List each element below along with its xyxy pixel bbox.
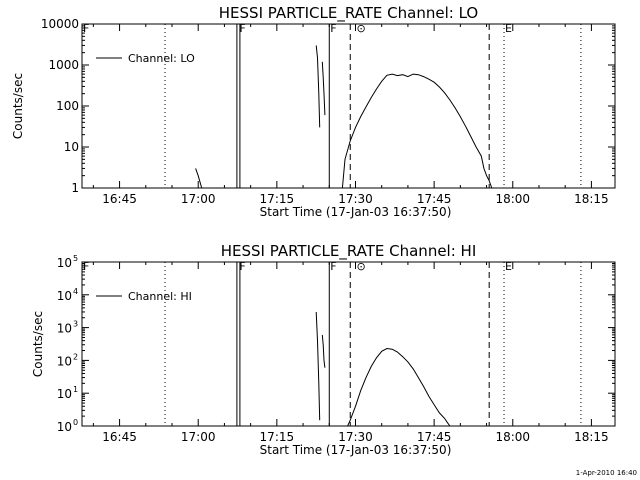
x-tick-label: 18:00 [495, 192, 530, 206]
marker-label: E [505, 22, 512, 35]
legend-label: Channel: LO [128, 52, 195, 65]
x-tick-label: 17:15 [260, 430, 295, 444]
x-tick-label: 18:15 [574, 430, 609, 444]
y-tick-exponent: 0 [73, 418, 78, 427]
y-axis-label: Counts/sec [11, 73, 25, 139]
x-tick-label: 17:15 [260, 192, 295, 206]
x-axis-label: Start Time (17-Jan-03 16:37:50) [260, 205, 452, 219]
marker-label: F [239, 22, 245, 35]
x-axis-label: Start Time (17-Jan-03 16:37:50) [260, 443, 452, 457]
plot-timestamp: 1-Apr-2010 16:40 [576, 469, 637, 477]
x-tick-label: 17:45 [417, 430, 452, 444]
series-line [341, 73, 493, 189]
y-tick-label: 10 [57, 387, 72, 401]
y-tick-label: 10 [57, 322, 72, 336]
y-tick-label: 10 [57, 256, 72, 270]
series-line [315, 311, 321, 421]
marker-label: F [83, 260, 89, 273]
y-tick-label: 1000 [48, 58, 79, 72]
series-line [321, 334, 326, 368]
y-tick-exponent: 4 [73, 287, 78, 296]
x-tick-label: 17:45 [417, 192, 452, 206]
chart-title: HESSI PARTICLE_RATE Channel: HI [221, 242, 477, 261]
x-tick-label: 16:45 [102, 192, 137, 206]
x-tick-label: 18:15 [574, 192, 609, 206]
marker-label: F [330, 22, 336, 35]
panel-lo: HESSI PARTICLE_RATE Channel: LO 16:45 17:0… [11, 4, 616, 219]
y-tick-exponent: 1 [73, 385, 78, 394]
marker-label: F [83, 22, 89, 35]
y-tick-label: 100 [56, 99, 79, 113]
marker-label: F [330, 260, 336, 273]
plot-frame [81, 23, 616, 189]
chart-title: HESSI PARTICLE_RATE Channel: LO [219, 4, 478, 23]
x-tick-label: 17:00 [181, 430, 216, 444]
series-line [321, 61, 326, 116]
series-line [315, 45, 321, 128]
y-axis-label: Counts/sec [31, 311, 45, 377]
y-tick-label: 10 [57, 289, 72, 303]
marker-label: E [505, 260, 512, 273]
marker-label: ⊙ [356, 260, 365, 273]
y-tick-label: 10 [57, 420, 72, 434]
series-line [195, 168, 203, 189]
y-tick-label: 10000 [41, 17, 79, 31]
x-tick-label: 17:00 [181, 192, 216, 206]
x-tick-label: 16:45 [102, 430, 137, 444]
series-line [347, 347, 451, 427]
x-tick-label: 17:30 [338, 430, 373, 444]
panel-hi: HESSI PARTICLE_RATE Channel: HI 16:45 17:0… [31, 242, 616, 457]
y-tick-label: 1 [71, 181, 79, 195]
x-tick-label: 18:00 [495, 430, 530, 444]
y-tick-exponent: 2 [73, 352, 78, 361]
y-tick-label: 10 [64, 140, 79, 154]
y-tick-label: 10 [57, 354, 72, 368]
plot-frame [81, 261, 616, 427]
marker-label: ⊙ [356, 22, 365, 35]
y-tick-exponent: 5 [73, 254, 78, 263]
legend-label: Channel: HI [128, 290, 192, 303]
y-tick-exponent: 3 [73, 320, 78, 329]
marker-label: F [239, 260, 245, 273]
x-tick-label: 17:30 [338, 192, 373, 206]
